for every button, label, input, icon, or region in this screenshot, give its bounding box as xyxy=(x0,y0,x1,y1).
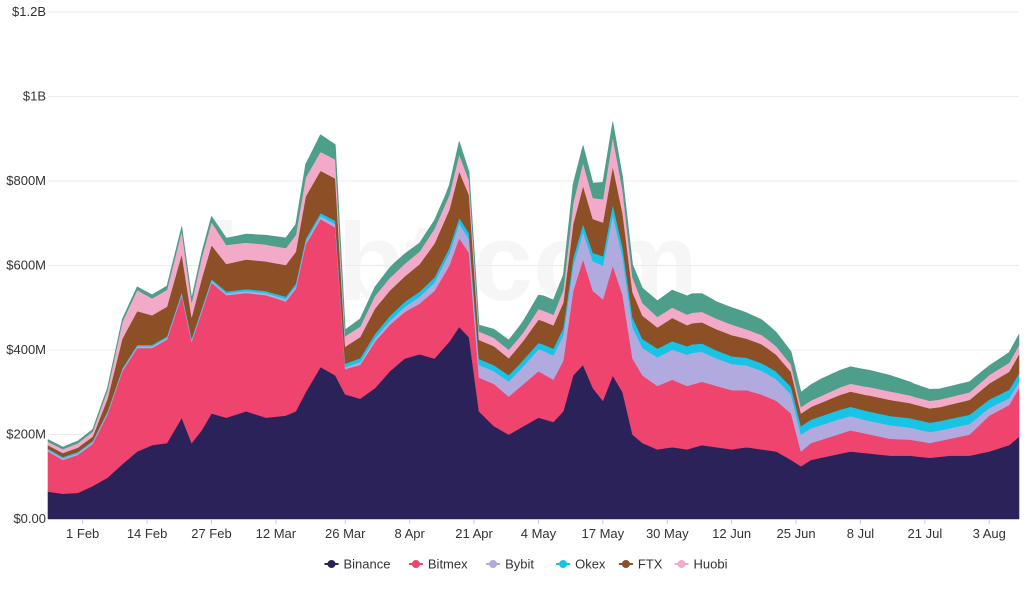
x-tick-label: 12 Jun xyxy=(712,526,751,541)
legend-marker-icon xyxy=(411,560,420,568)
legend-item-huobi[interactable]: Huobi xyxy=(674,557,728,572)
x-tick-label: 14 Feb xyxy=(127,526,167,541)
legend-label: Binance xyxy=(344,557,391,572)
legend-marker-icon xyxy=(677,560,686,568)
x-tick-label: 3 Aug xyxy=(973,526,1006,541)
legend-label: Huobi xyxy=(694,557,728,572)
x-tick-label: 8 Apr xyxy=(394,526,425,541)
x-tick-label: 8 Jul xyxy=(847,526,875,541)
y-tick-label: $800M xyxy=(6,173,46,188)
legend-item-binance[interactable]: Binance xyxy=(324,557,391,572)
legend[interactable]: Binance Bitmex Bybit Okex FTX Huobi xyxy=(324,557,728,572)
legend-item-bitmex[interactable]: Bitmex xyxy=(408,557,468,572)
x-tick-label: 1 Feb xyxy=(66,526,99,541)
y-tick-label: $600M xyxy=(6,258,46,273)
x-axis: 1 Feb 14 Feb 27 Feb 12 Mar 26 Mar 8 Apr 21 Apr… xyxy=(48,519,1019,541)
legend-marker-icon xyxy=(327,560,336,568)
y-tick-label: $200M xyxy=(6,427,46,442)
legend-marker-icon xyxy=(621,560,630,568)
legend-label: Okex xyxy=(575,557,606,572)
x-tick-label: 27 Feb xyxy=(191,526,231,541)
legend-item-okex[interactable]: Okex xyxy=(556,557,606,572)
area-layer xyxy=(47,121,1020,520)
legend-item-ftx[interactable]: FTX xyxy=(618,557,663,572)
x-tick-label: 25 Jun xyxy=(777,526,816,541)
y-tick-label: $1B xyxy=(23,89,46,104)
x-tick-label: 4 May xyxy=(521,526,557,541)
y-tick-label: $0.00 xyxy=(13,511,46,526)
legend-item-bybit[interactable]: Bybit xyxy=(486,557,534,572)
x-tick-label: 30 May xyxy=(646,526,689,541)
x-tick-label: 21 Jul xyxy=(908,526,943,541)
x-tick-label: 12 Mar xyxy=(256,526,297,541)
area-other[interactable] xyxy=(47,121,1020,450)
y-axis: $0.00 $200M $400M $600M $800M $1B $1.2B xyxy=(6,4,46,526)
legend-marker-icon xyxy=(559,560,568,568)
y-tick-label: $400M xyxy=(6,342,46,357)
legend-label: FTX xyxy=(638,557,663,572)
x-tick-label: 21 Apr xyxy=(455,526,493,541)
legend-marker-icon xyxy=(489,560,498,568)
legend-label: Bybit xyxy=(505,557,534,572)
legend-label: Bitmex xyxy=(428,557,468,572)
y-tick-label: $1.2B xyxy=(12,4,46,19)
x-tick-label: 17 May xyxy=(582,526,625,541)
x-tick-label: 26 Mar xyxy=(325,526,366,541)
